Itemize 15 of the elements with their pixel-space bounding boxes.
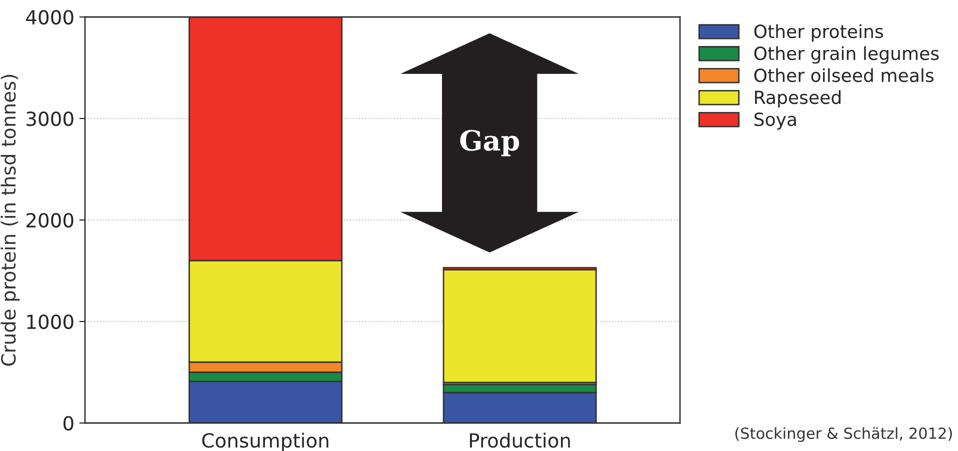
legend-label: Soya (754, 112, 796, 130)
y-tick-label: 1000 (27, 314, 74, 330)
legend-label: Other proteins (754, 24, 883, 42)
y-tick-label: 2000 (26, 212, 74, 228)
bar (442, 269, 597, 384)
legend-label: Other grain legumes (754, 46, 939, 64)
legend-label: Other oilseed meals (754, 68, 934, 82)
y-axis-title: Crude protein (in thsd tonnes) (0, 74, 20, 366)
x-tick-label: Production (470, 432, 570, 448)
y-tick-label: 4000 (26, 10, 74, 25)
text: (Stockinger & Schätzl, 2012) (735, 427, 952, 442)
legend-label: Rapeseed (755, 90, 841, 108)
y-tick-label: 0 (63, 416, 74, 431)
y-tick-label: 3000 (26, 111, 74, 126)
annotation: Gap (460, 130, 520, 156)
